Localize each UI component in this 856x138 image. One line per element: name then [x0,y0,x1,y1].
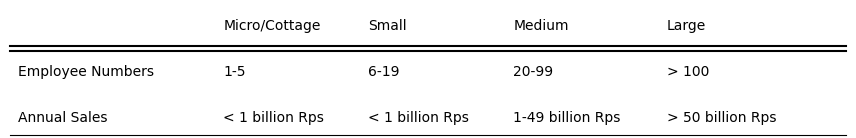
Text: Large: Large [667,19,706,33]
Text: Employee Numbers: Employee Numbers [19,65,154,79]
Text: 6-19: 6-19 [368,65,400,79]
Text: 1-5: 1-5 [223,65,246,79]
Text: < 1 billion Rps: < 1 billion Rps [223,111,324,125]
Text: 20-99: 20-99 [514,65,554,79]
Text: > 50 billion Rps: > 50 billion Rps [667,111,776,125]
Text: Medium: Medium [514,19,569,33]
Text: Small: Small [368,19,407,33]
Text: < 1 billion Rps: < 1 billion Rps [368,111,469,125]
Text: 1-49 billion Rps: 1-49 billion Rps [514,111,621,125]
Text: Micro/Cottage: Micro/Cottage [223,19,321,33]
Text: > 100: > 100 [667,65,710,79]
Text: Annual Sales: Annual Sales [19,111,108,125]
